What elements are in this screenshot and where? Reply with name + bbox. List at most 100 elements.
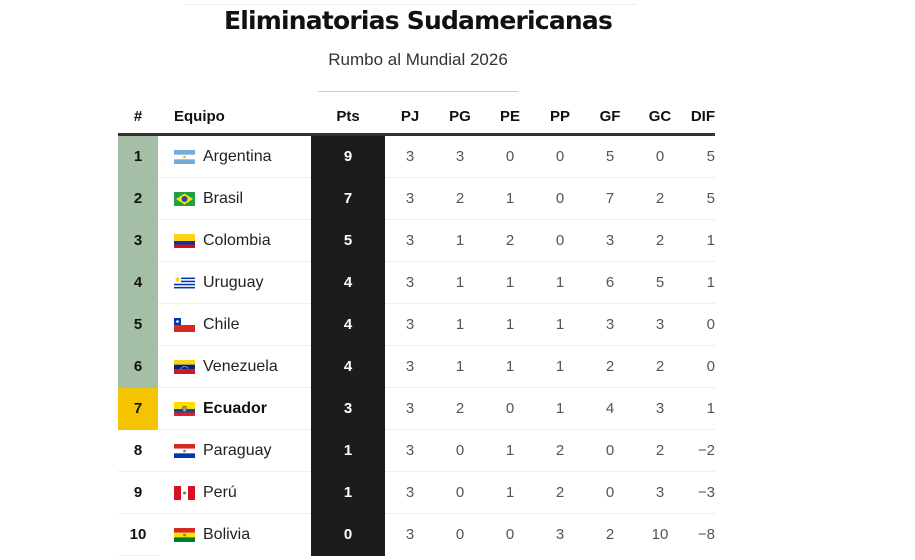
lost-cell: 1 xyxy=(535,261,585,304)
table-row: 10 Bolivia 0 3 0 0 3 2 10 −8 xyxy=(118,513,715,556)
team-name: Perú xyxy=(203,483,237,501)
drawn-cell: 1 xyxy=(485,429,535,472)
table-row: 7 Ecuador 3 3 2 0 1 4 3 1 xyxy=(118,387,715,430)
played-cell: 3 xyxy=(385,261,435,304)
team-cell: Chile xyxy=(158,303,311,346)
played-cell: 3 xyxy=(385,345,435,388)
team-cell: Bolivia xyxy=(158,514,311,556)
team-cell: Argentina xyxy=(158,134,311,178)
won-cell: 3 xyxy=(435,134,485,178)
goal-difference-cell: −8 xyxy=(697,526,715,544)
goal-difference-cell: 0 xyxy=(685,303,715,346)
goals-for-cell: 5 xyxy=(585,134,635,178)
goals-against-cell: 10 xyxy=(651,526,669,544)
won-cell: 1 xyxy=(435,345,485,388)
goal-difference-cell: 1 xyxy=(685,219,715,262)
team-cell: Colombia xyxy=(158,219,311,262)
rank-cell: 1 xyxy=(118,134,158,178)
team-name: Colombia xyxy=(203,231,271,249)
rank-cell: 5 xyxy=(118,303,158,346)
points-cell: 9 xyxy=(311,134,385,178)
played-cell: 3 xyxy=(385,219,435,262)
rank-cell: 9 xyxy=(118,471,158,514)
table-row: 2 Brasil 7 3 2 1 0 7 2 5 xyxy=(118,177,715,220)
points-cell: 1 xyxy=(311,429,385,472)
played-cell: 3 xyxy=(385,303,435,346)
lost-cell: 3 xyxy=(555,526,565,544)
lost-cell: 2 xyxy=(535,471,585,514)
goal-difference-cell: 5 xyxy=(685,134,715,178)
drawn-cell: 1 xyxy=(485,261,535,304)
table-row: 6 Venezuela 4 3 1 1 1 2 2 0 xyxy=(118,345,715,388)
drawn-cell: 1 xyxy=(485,177,535,220)
team-cell: Ecuador xyxy=(158,387,311,430)
team-cell: Brasil xyxy=(158,177,311,220)
team-name: Bolivia xyxy=(203,525,251,543)
points-cell: 4 xyxy=(311,303,385,346)
goals-against-cell: 2 xyxy=(635,219,685,262)
goals-for-cell: 3 xyxy=(585,303,635,346)
table-row: 8 Paraguay 1 3 0 1 2 0 2 −2 xyxy=(118,429,715,472)
played-cell: 3 xyxy=(385,471,435,514)
colombia-flag-icon xyxy=(174,233,195,248)
goals-for-cell: 4 xyxy=(585,387,635,430)
points-cell: 4 xyxy=(311,345,385,388)
drawn-cell: 0 xyxy=(505,526,515,544)
lost-cell: 0 xyxy=(535,219,585,262)
played-cell: 3 xyxy=(385,429,435,472)
table-header-row: # Equipo Pts PJ PG PE PP GF GC DIF xyxy=(118,100,715,136)
played-cell: 3 xyxy=(385,134,435,178)
won-cell: 2 xyxy=(435,387,485,430)
goal-difference-cell: −3 xyxy=(685,471,715,514)
table-row: 3 Colombia 5 3 1 2 0 3 2 1 xyxy=(118,219,715,262)
goals-for-cell: 0 xyxy=(585,471,635,514)
goals-for-cell: 6 xyxy=(585,261,635,304)
col-header-drawn: PE xyxy=(485,100,535,136)
goals-for-cell: 3 xyxy=(585,219,635,262)
rank-cell: 7 xyxy=(118,387,158,430)
argentina-flag-icon xyxy=(174,149,195,164)
drawn-cell: 1 xyxy=(485,345,535,388)
table-row: 4 Uruguay 4 3 1 1 1 6 5 1 xyxy=(118,261,715,304)
goal-difference-cell: 1 xyxy=(685,261,715,304)
rank-cell: 6 xyxy=(118,345,158,388)
uruguay-flag-icon xyxy=(174,275,195,290)
page-subtitle: Rumbo al Mundial 2026 xyxy=(328,50,508,69)
team-cell: Venezuela xyxy=(158,345,311,388)
points-cell: 3 xyxy=(311,387,385,430)
col-header-points: Pts xyxy=(311,100,385,136)
won-cell: 0 xyxy=(435,471,485,514)
page-title: Eliminatorias Sudamericanas xyxy=(223,6,613,35)
played-cell: 3 xyxy=(385,177,435,220)
col-header-rank: # xyxy=(118,100,158,136)
rank-cell: 8 xyxy=(118,429,158,472)
top-divider xyxy=(185,4,637,5)
table-row: 5 Chile 4 3 1 1 1 3 3 0 xyxy=(118,303,715,346)
col-header-goal-difference: DIF xyxy=(685,100,715,136)
goals-against-cell: 0 xyxy=(635,134,685,178)
goal-difference-cell: −2 xyxy=(685,429,715,472)
team-name: Ecuador xyxy=(203,399,268,417)
won-cell: 1 xyxy=(435,303,485,346)
points-cell: 1 xyxy=(311,471,385,514)
goal-difference-cell: 1 xyxy=(685,387,715,430)
lost-cell: 1 xyxy=(535,345,585,388)
col-header-won: PG xyxy=(435,100,485,136)
col-header-goals-for: GF xyxy=(585,100,635,136)
peru-flag-icon xyxy=(174,485,195,500)
team-name: Chile xyxy=(203,315,240,333)
points-cell: 4 xyxy=(311,261,385,304)
rank-cell: 2 xyxy=(118,177,158,220)
goal-difference-cell: 5 xyxy=(685,177,715,220)
rank-cell: 10 xyxy=(118,513,158,556)
points-cell: 0 xyxy=(311,513,385,556)
goals-against-cell: 3 xyxy=(635,303,685,346)
played-cell: 3 xyxy=(385,387,435,430)
drawn-cell: 0 xyxy=(485,134,535,178)
goals-for-cell: 2 xyxy=(585,345,635,388)
goals-for-cell: 2 xyxy=(605,526,615,544)
lost-cell: 0 xyxy=(535,134,585,178)
points-cell: 7 xyxy=(311,177,385,220)
goals-against-cell: 2 xyxy=(635,429,685,472)
won-cell: 0 xyxy=(455,526,465,544)
